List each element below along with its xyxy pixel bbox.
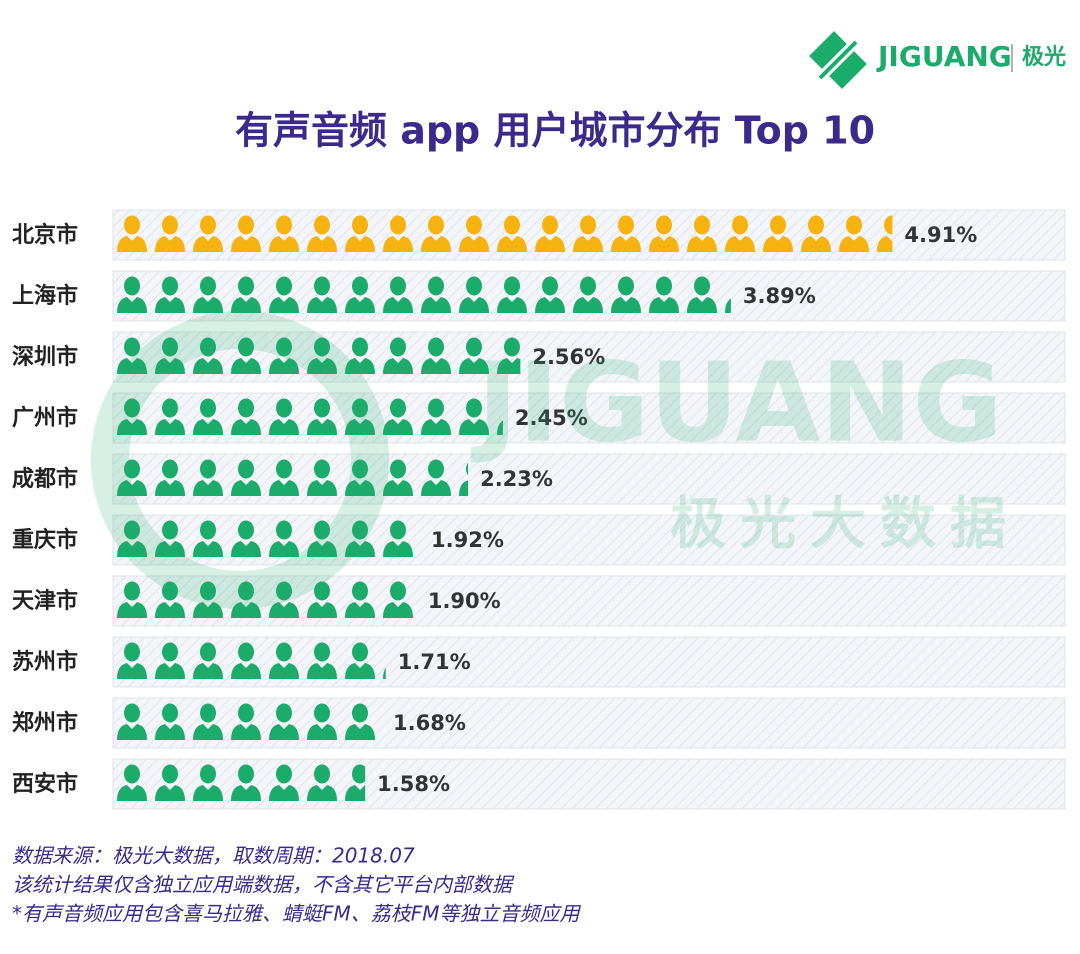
value-label: 3.89% bbox=[743, 284, 816, 308]
chart-title: 有声音频 app 用户城市分布 Top 10 bbox=[235, 109, 875, 153]
bar-group bbox=[115, 210, 893, 260]
value-label: 1.58% bbox=[377, 772, 450, 796]
category-label: 郑州市 bbox=[12, 710, 78, 736]
category-label: 北京市 bbox=[12, 222, 78, 248]
category-label: 广州市 bbox=[12, 405, 78, 431]
bar-group bbox=[115, 271, 731, 321]
logo: JIGUANG 极光 bbox=[809, 31, 1066, 89]
category-label: 重庆市 bbox=[12, 527, 78, 553]
value-label: 1.90% bbox=[428, 589, 501, 613]
bar-group bbox=[115, 454, 469, 504]
bar bbox=[115, 271, 731, 321]
category-label: 深圳市 bbox=[12, 344, 78, 370]
bar bbox=[115, 454, 469, 504]
value-label: 4.91% bbox=[904, 223, 977, 247]
bar-group bbox=[115, 515, 419, 565]
category-label: 天津市 bbox=[12, 588, 78, 614]
bar-group bbox=[115, 576, 416, 626]
logo-name: 极光 bbox=[1022, 45, 1066, 70]
bar bbox=[115, 332, 521, 382]
bar bbox=[115, 210, 893, 260]
value-label: 2.23% bbox=[480, 467, 553, 491]
plot: 北京市 4.91% 上海市 3.89% 深圳市 2.56% 广州市 2.45% 成都市 2.23%… bbox=[12, 209, 1066, 810]
bar bbox=[115, 576, 416, 626]
bar bbox=[115, 698, 381, 748]
watermark-brand: JIGUANG bbox=[470, 338, 1003, 466]
value-label: 1.92% bbox=[431, 528, 504, 552]
bar bbox=[115, 515, 419, 565]
footnote: 数据来源：极光大数据，取数周期：2018.07 bbox=[12, 844, 415, 868]
bar-group bbox=[115, 759, 366, 809]
watermark-mark bbox=[91, 311, 389, 609]
value-label: 2.45% bbox=[515, 406, 588, 430]
bar-group bbox=[115, 698, 381, 748]
watermark: JIGUANG 极光大数据 bbox=[91, 311, 1020, 609]
category-label: 上海市 bbox=[12, 283, 78, 309]
value-label: 2.56% bbox=[532, 345, 605, 369]
footnote: 该统计结果仅含独立应用端数据，不含其它平台内部数据 bbox=[12, 873, 515, 897]
logo-mark bbox=[809, 31, 867, 89]
watermark-label: 极光大数据 bbox=[670, 492, 1020, 557]
category-label: 成都市 bbox=[12, 466, 78, 492]
bar-group bbox=[115, 332, 521, 382]
bar-group bbox=[115, 393, 503, 443]
bar bbox=[115, 759, 366, 809]
category-label: 西安市 bbox=[12, 771, 78, 797]
logo-brand: JIGUANG bbox=[876, 40, 1012, 73]
value-label: 1.68% bbox=[393, 711, 466, 735]
footnote: *有声音频应用包含喜马拉雅、蜻蜓FM、荔枝FM等独立音频应用 bbox=[12, 902, 582, 926]
bar-group bbox=[115, 637, 386, 687]
category-label: 苏州市 bbox=[12, 649, 78, 675]
footnotes: 数据来源：极光大数据，取数周期：2018.07 该统计结果仅含独立应用端数据，不含… bbox=[12, 844, 582, 926]
bar bbox=[115, 393, 503, 443]
bar bbox=[115, 637, 386, 687]
value-label: 1.71% bbox=[398, 650, 471, 674]
